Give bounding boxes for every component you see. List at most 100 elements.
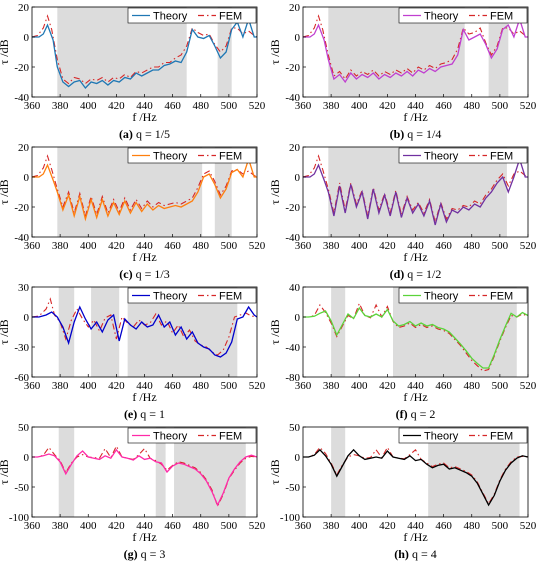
x-tick-label: 440 (136, 380, 153, 392)
panel-caption: (d) q = 1/2 (390, 267, 442, 281)
x-tick-label: 420 (379, 100, 396, 112)
x-tick-label: 420 (108, 100, 125, 112)
x-tick-label: 460 (435, 240, 452, 252)
legend-label-theory: Theory (153, 291, 188, 303)
x-axis-label: f /Hz (132, 390, 156, 404)
y-tick-label: 20 (289, 2, 301, 14)
y-axis-label: τ /dB (0, 39, 11, 64)
x-tick-label: 460 (164, 240, 181, 252)
y-tick-label: 20 (18, 142, 30, 154)
legend-label-theory: Theory (424, 11, 459, 23)
chart-panel-2: 360 380 400 420 440 460 480 500 520 20 0 -20 -40 f /H… (268, 2, 537, 141)
x-axis-label: f /Hz (403, 250, 427, 264)
x-tick-label: 460 (435, 520, 452, 532)
legend-label-fem: FEM (490, 431, 513, 443)
legend: Theory FEM (127, 427, 257, 444)
x-axis-label: f /Hz (403, 390, 427, 404)
caption-q: q = 1/3 (133, 267, 170, 281)
x-tick-label: 480 (193, 100, 210, 112)
legend-label-theory: Theory (424, 431, 459, 443)
caption-letter: (g) (124, 547, 138, 561)
x-tick-label: 500 (492, 240, 509, 252)
y-tick-label: -40 (285, 342, 300, 354)
legend-label-theory: Theory (424, 151, 459, 163)
y-tick-label: 50 (18, 422, 30, 434)
x-tick-label: 420 (379, 240, 396, 252)
series-line-fem (303, 14, 528, 80)
x-tick-label: 380 (52, 520, 69, 532)
x-tick-label: 440 (407, 240, 424, 252)
x-tick-label: 480 (193, 380, 210, 392)
series-line-theory (32, 16, 257, 90)
x-tick-label: 380 (323, 380, 340, 392)
x-tick-label: 380 (52, 100, 69, 112)
y-tick-label: 0 (24, 452, 30, 464)
x-tick-label: 440 (136, 100, 153, 112)
x-tick-label: 460 (164, 380, 181, 392)
x-axis-label: f /Hz (403, 110, 427, 124)
legend-label-theory: Theory (153, 431, 188, 443)
x-tick-label: 360 (24, 100, 41, 112)
x-tick-label: 360 (24, 380, 41, 392)
x-tick-label: 440 (407, 380, 424, 392)
legend-box (127, 7, 257, 24)
series-line-fem (32, 14, 257, 85)
x-tick-label: 440 (407, 520, 424, 532)
panel-caption: (f) q = 2 (396, 407, 436, 421)
bandgap-band (217, 7, 232, 97)
x-tick-label: 480 (464, 380, 481, 392)
x-tick-label: 420 (379, 520, 396, 532)
caption-q: q = 2 (408, 407, 436, 421)
legend: Theory FEM (398, 147, 528, 164)
x-tick-label: 420 (108, 380, 125, 392)
chart-panel-1: 360 380 400 420 440 460 480 500 520 20 0 -20 -40 f /H… (0, 2, 266, 141)
y-tick-label: 0 (295, 452, 301, 464)
x-tick-label: 500 (221, 520, 238, 532)
x-tick-label: 440 (136, 520, 153, 532)
y-axis-label: τ /dB (268, 179, 282, 204)
y-tick-label: -40 (14, 232, 29, 244)
panel-caption: (h) q = 4 (394, 547, 436, 561)
y-tick-label: -40 (285, 232, 300, 244)
x-tick-label: 520 (520, 380, 537, 392)
x-tick-label: 520 (249, 380, 266, 392)
x-tick-label: 520 (520, 240, 537, 252)
x-tick-label: 500 (221, 380, 238, 392)
panel-caption: (c) q = 1/3 (119, 267, 169, 281)
caption-q: q = 1 (137, 407, 165, 421)
y-tick-label: 0 (295, 32, 301, 44)
y-tick-label: 0 (24, 32, 30, 44)
y-tick-label: -30 (14, 342, 29, 354)
caption-letter: (f) (396, 407, 408, 421)
caption-letter: (c) (119, 267, 132, 281)
legend-label-fem: FEM (219, 11, 242, 23)
x-tick-label: 420 (108, 240, 125, 252)
x-tick-label: 360 (295, 240, 312, 252)
y-tick-label: -100 (9, 512, 30, 524)
legend-box (398, 147, 528, 164)
legend-label-fem: FEM (219, 151, 242, 163)
legend: Theory FEM (398, 427, 528, 444)
legend: Theory FEM (398, 7, 528, 24)
y-axis-label: τ /dB (0, 179, 11, 204)
legend: Theory FEM (127, 287, 257, 304)
x-tick-label: 480 (193, 520, 210, 532)
x-tick-label: 360 (295, 520, 312, 532)
x-tick-label: 480 (464, 520, 481, 532)
y-tick-label: -40 (285, 92, 300, 104)
x-tick-label: 360 (295, 100, 312, 112)
legend-box (127, 427, 257, 444)
x-tick-label: 380 (323, 240, 340, 252)
caption-letter: (a) (119, 127, 133, 141)
x-tick-label: 380 (323, 100, 340, 112)
y-axis-label: τ /dB (0, 319, 11, 344)
x-axis-label: f /Hz (132, 110, 156, 124)
x-axis-label: f /Hz (132, 530, 156, 544)
legend-box (127, 287, 257, 304)
legend-box (398, 427, 528, 444)
x-tick-label: 400 (80, 100, 97, 112)
y-tick-label: -50 (14, 482, 29, 494)
y-tick-label: 0 (24, 312, 30, 324)
legend-label-fem: FEM (490, 151, 513, 163)
